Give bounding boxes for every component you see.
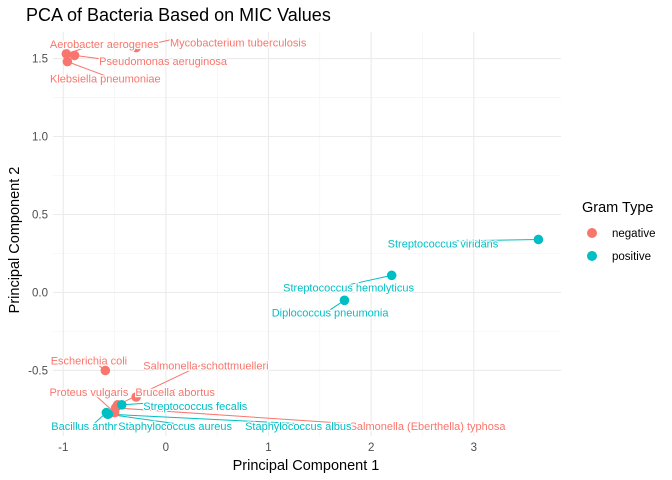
y-tick-label: 0.5: [32, 210, 48, 222]
data-point: [339, 295, 350, 306]
legend-title: Gram Type: [582, 200, 653, 216]
x-axis-title: Principal Component 1: [233, 458, 380, 474]
y-tick-label: 1.0: [32, 132, 48, 144]
x-tick-label: 3: [471, 442, 477, 454]
data-label: Bacillus anthracis: [51, 421, 137, 433]
x-tick-label: 2: [368, 442, 374, 454]
data-label: Brucella abortus: [135, 387, 215, 399]
legend-key: [587, 228, 597, 238]
leader-line: [108, 413, 299, 425]
x-tick-label: -1: [58, 442, 68, 454]
y-tick-label: 1.5: [32, 54, 48, 66]
grid: [53, 32, 561, 436]
data-label: Mycobacterium tuberculosis: [170, 37, 307, 49]
data-point: [62, 56, 73, 67]
data-label: Streptococcus fecalis: [143, 401, 247, 413]
data-label: Aerobacter aerogenes: [50, 39, 159, 51]
leader-line: [136, 39, 171, 49]
y-tick-label: 0.0: [32, 287, 48, 299]
legend-key: [587, 251, 597, 261]
data-label: Pseudomonas aeruginosa: [99, 56, 228, 68]
data-label: Escherichia coli: [51, 356, 127, 368]
data-label: Diplococcus pneumonia: [272, 307, 390, 319]
x-tick-label: 1: [265, 442, 271, 454]
leader-line: [442, 238, 539, 242]
data-point: [131, 392, 141, 402]
data-points: [61, 42, 544, 419]
data-point: [386, 270, 397, 281]
data-point: [116, 400, 127, 410]
leader-line: [107, 413, 176, 425]
leader-line: [67, 61, 106, 77]
leader-line: [88, 388, 115, 413]
data-label: Staphylococcus aureus: [118, 421, 232, 433]
data-labels: Aerobacter aerogenes Mycobacterium tuberc…: [48, 36, 507, 434]
legend-label: positive: [612, 251, 651, 263]
data-point: [131, 42, 141, 53]
data-label: Staphylococcus albus: [245, 421, 352, 433]
legend-label: negative: [612, 228, 655, 240]
data-point: [103, 409, 114, 419]
y-tick-label: -0.5: [28, 365, 48, 377]
legend: Gram Type negative positive: [582, 200, 655, 263]
data-label: Proteus vulgaris: [49, 387, 128, 399]
data-point: [69, 50, 80, 61]
data-label: Streptococcus hemolyticus: [283, 282, 414, 294]
data-label: Salmonella schottmuelleri: [143, 360, 268, 372]
data-point: [61, 49, 72, 59]
axis-ticks: -1 0 1 2 3 -0.5 0.0 0.5 1.0 1.5: [28, 54, 477, 454]
chart-title: PCA of Bacteria Based on MIC Values: [26, 5, 331, 25]
data-label: Streptococcus viridans: [388, 239, 499, 251]
data-label: Klebsiella pneumoniae: [50, 73, 161, 85]
leader-line: [136, 388, 176, 398]
y-axis-title: Principal Component 2: [7, 167, 23, 314]
x-tick-label: 0: [163, 442, 169, 454]
data-point: [533, 234, 544, 245]
data-label: Salmonella (Eberthella) typhosa: [350, 421, 507, 433]
leader-line: [348, 274, 392, 286]
leader-line: [115, 407, 350, 425]
data-point: [100, 365, 111, 376]
